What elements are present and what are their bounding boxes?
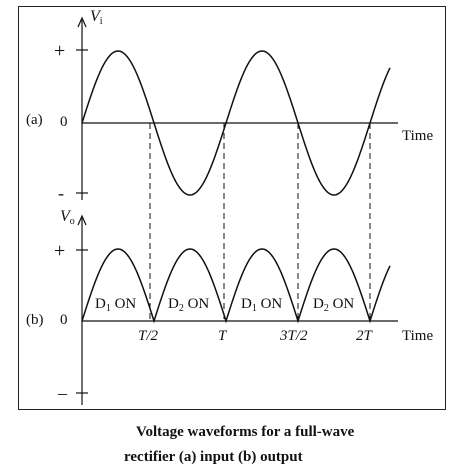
minus-label-a: - xyxy=(58,183,64,203)
tick-label-t-half: T/2 xyxy=(138,328,159,344)
region-label-2: D2 ON xyxy=(168,296,210,314)
output-rectified-wave xyxy=(81,248,391,324)
time-label-a: Time xyxy=(402,128,434,144)
tick-label-t-2: 2T xyxy=(356,328,372,344)
tick-label-t: T xyxy=(218,328,227,344)
region-label-3: D1 ON xyxy=(241,296,283,314)
zero-label-a: 0 xyxy=(60,114,68,130)
plus-label-a: + xyxy=(54,40,66,62)
region-label-1: D1 ON xyxy=(95,296,137,314)
caption-line-2: rectifier (a) input (b) output xyxy=(124,449,303,465)
panel-b-tag: (b) xyxy=(26,312,44,328)
vo-axis-label: Vo xyxy=(60,208,75,227)
axis-a-arrowhead xyxy=(77,16,87,28)
minus-label-b: – xyxy=(58,383,67,403)
panel-a-tag: (a) xyxy=(26,112,43,128)
time-label-b: Time xyxy=(402,328,434,344)
figure-frame xyxy=(18,6,446,410)
zero-label-b: 0 xyxy=(60,312,68,328)
axis-b-arrowhead xyxy=(77,214,87,226)
region-label-4: D2 ON xyxy=(313,296,355,314)
vi-axis-label: Vi xyxy=(90,8,103,27)
caption-line-1: Voltage waveforms for a full-wave xyxy=(136,424,355,440)
input-sine-wave xyxy=(81,50,391,196)
tick-label-t-3half: 3T/2 xyxy=(280,328,308,344)
plus-label-b: + xyxy=(54,240,66,262)
